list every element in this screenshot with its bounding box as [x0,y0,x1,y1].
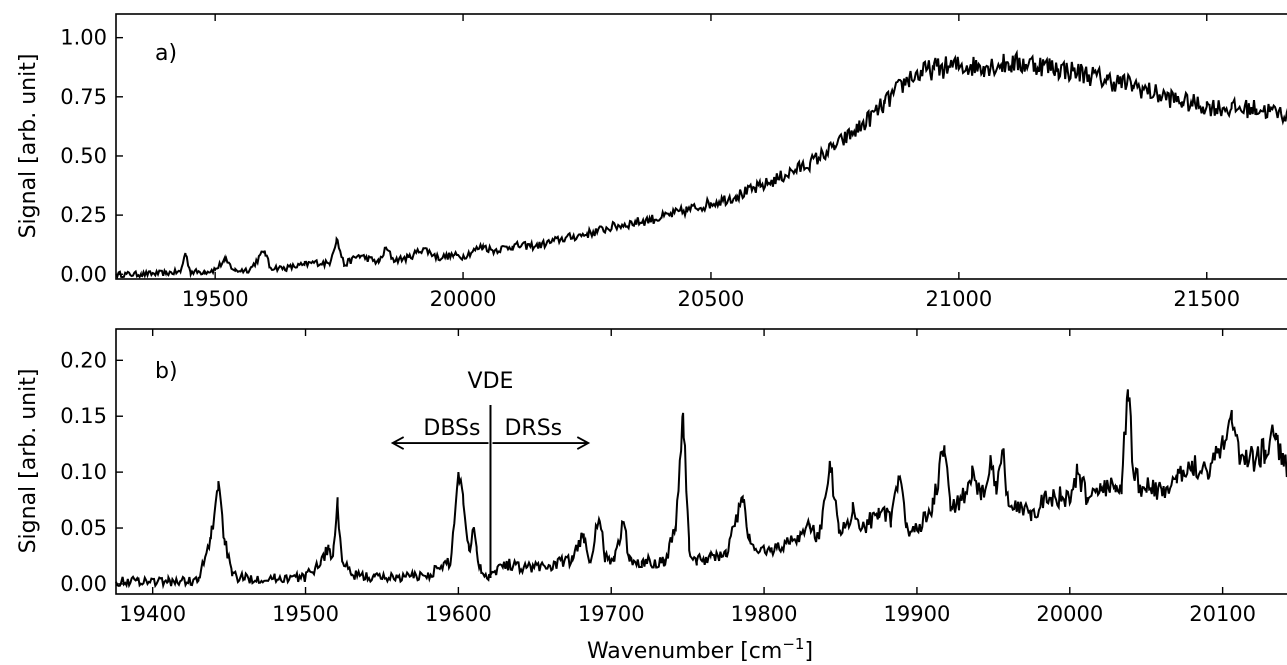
panel-b-x-tick-label: 19800 [731,602,798,626]
panel-a-x-tick-label: 20000 [430,287,497,311]
panel-b-x-tick-label: 19500 [272,602,339,626]
panel-a-y-tick-label: 0.00 [60,262,107,286]
panel-b-y-tick-label: 0.20 [60,348,107,372]
drss-label: DRSs [504,416,562,441]
drss-arrow [492,436,591,450]
panel-a-ticks: 19500 20000 20500 21000 21500 0.00 0.25 0.50 0.7… [60,14,1240,311]
panel-a-label: a) [155,41,177,66]
panel-b-x-tick-label: 20000 [1036,602,1103,626]
panel-b-y-tick-label: 0.15 [60,404,107,428]
panel-b-x-tick-label: 19900 [884,602,951,626]
panel-a: 19500 20000 20500 21000 21500 0.00 0.25 0.50 0.7… [16,13,1287,311]
panel-b-frame [115,328,1287,595]
panel-a-y-tick-label: 1.00 [60,26,107,50]
panel-a-y-axis-label: Signal [arb. unit] [16,54,41,239]
panel-b-x-tick-label: 19400 [119,602,186,626]
panel-b-y-tick-label: 0.00 [60,572,107,596]
x-axis-label-end: ] [804,639,813,664]
panel-a-frame [115,13,1287,280]
panel-a-y-tick-label: 0.75 [60,85,107,109]
panel-b-x-tick-label: 19600 [425,602,492,626]
x-axis-label-superscript: −1 [782,635,804,653]
panel-b-signal-line [115,389,1287,590]
panel-a-x-tick-label: 19500 [182,287,249,311]
panel-b-label: b) [155,359,178,384]
panel-a-x-tick-label: 21000 [925,287,992,311]
panel-a-x-tick-label: 21500 [1173,287,1240,311]
panel-b-x-tick-label: 19700 [578,602,645,626]
panel-b-y-tick-label: 0.10 [60,460,107,484]
panel-b-ticks: 19400 19500 19600 19700 19800 19900 20000 20100… [60,329,1256,626]
panel-b-y-tick-label: 0.05 [60,516,107,540]
panel-a-y-tick-label: 0.25 [60,203,107,227]
dbss-arrow [390,436,489,450]
panel-b: 19400 19500 19600 19700 19800 19900 20000 20100… [16,328,1287,626]
panel-a-signal-line [115,49,1287,280]
vde-annotation: VDE DBSs DRSs [390,369,591,578]
panel-a-x-tick-label: 20500 [678,287,745,311]
dbss-label: DBSs [423,416,480,441]
panel-a-y-tick-label: 0.50 [60,144,107,168]
panel-b-x-tick-label: 20100 [1189,602,1256,626]
panel-b-y-axis-label: Signal [arb. unit] [16,369,41,554]
vde-label: VDE [468,369,514,394]
x-axis-label: Wavenumber [cm−1] [587,635,813,664]
